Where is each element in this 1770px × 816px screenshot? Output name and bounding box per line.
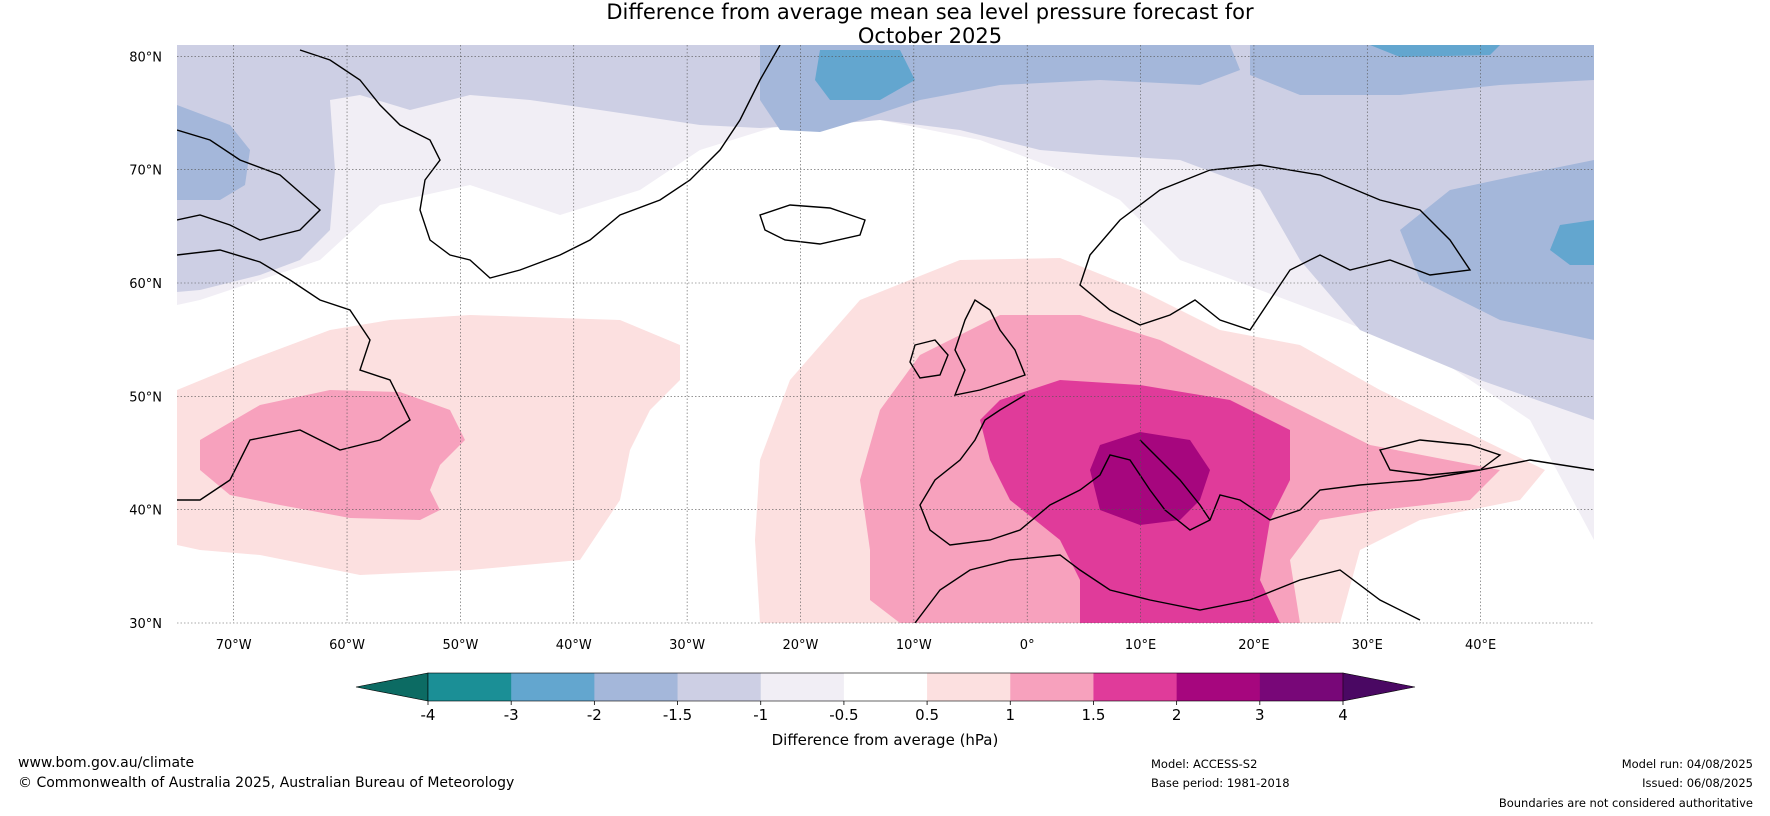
coastline-europe (919, 394, 1594, 546)
longitude-label: 20°W (783, 638, 819, 653)
colorbar-segment (1176, 673, 1261, 701)
colorbar-tick-label: -4 (421, 706, 436, 724)
footer-copyright: © Commonwealth of Australia 2025, Austra… (18, 775, 515, 791)
anomaly-region-neg-2-far (1370, 45, 1500, 57)
anomaly-region-pos-2-europe (1090, 432, 1210, 525)
title-line-1: Difference from average mean sea level p… (606, 0, 1254, 24)
colorbar-low-extend (355, 672, 429, 702)
anomaly-region-neg-1 (177, 45, 1594, 420)
longitude-label: 50°W (442, 638, 478, 653)
longitude-label: 70°W (216, 638, 252, 653)
colorbar-tick-label: -1 (753, 706, 768, 724)
anomaly-fields (177, 45, 1594, 623)
coastline-canada (177, 249, 411, 501)
longitude-label: 30°W (669, 638, 705, 653)
coastline-greenland (299, 45, 781, 279)
longitude-label: 30°E (1352, 638, 1383, 653)
colorbar-segment (1010, 673, 1094, 701)
longitude-label: 40°W (556, 638, 592, 653)
coastline-black-sea (1378, 439, 1502, 476)
colorbar-high-extend (1342, 672, 1416, 702)
coastline-italy (1139, 439, 1211, 521)
latitude-label: 50°N (129, 390, 162, 405)
longitude-label: 20°E (1238, 638, 1269, 653)
colorbar-tick-label: 1.5 (1082, 706, 1106, 724)
graticule (177, 45, 1594, 624)
footer-model-run: Model run: 04/08/2025 (1621, 757, 1753, 771)
footer-disclaimer: Boundaries are not considered authoritat… (1498, 796, 1753, 810)
colorbar-segment (927, 673, 1011, 701)
longitude-label: 10°W (896, 638, 932, 653)
latitude-label: 80°N (129, 50, 162, 65)
colorbar-tick-label: -3 (504, 706, 519, 724)
colorbar-segment (1259, 673, 1344, 701)
footer-model: Model: ACCESS-S2 (1151, 757, 1258, 771)
latitude-label: 40°N (129, 504, 162, 519)
latitude-label: 70°N (129, 164, 162, 179)
coastline-iceland (759, 204, 866, 245)
coastline-ireland (909, 339, 949, 379)
longitude-label: 60°W (329, 638, 365, 653)
latitude-label: 30°N (129, 617, 162, 632)
colorbar-segment (428, 673, 512, 701)
colorbar-tick-label: 3 (1255, 706, 1265, 724)
coastline-britain (953, 298, 1026, 396)
colorbar-segment (511, 673, 595, 701)
latitude-label: 60°N (129, 277, 162, 292)
colorbar-tick-label: 0.5 (915, 706, 939, 724)
footer-site: www.bom.gov.au/climate (18, 755, 195, 771)
anomaly-region-neg-1.5 (1400, 160, 1594, 340)
coastline-north-africa (914, 554, 1421, 623)
anomaly-region-pos-1-west (200, 390, 465, 520)
latitude-labels: 80°N 70°N 60°N 50°N 40°N 30°N (129, 50, 162, 632)
colorbar-tick-label: -2 (587, 706, 602, 724)
colorbar-tick-label: -0.5 (829, 706, 858, 724)
coastlines (177, 45, 1594, 623)
colorbar-segment (1093, 673, 1178, 701)
colorbar: -4 -3 -2 -1.5 -1 -0.5 0.5 1 1.5 2 3 4 (355, 672, 1416, 724)
longitude-label: 0° (1020, 638, 1035, 653)
longitude-label: 40°E (1465, 638, 1496, 653)
anomaly-region-neg-1.5-east (1250, 45, 1594, 95)
colorbar-segment (760, 673, 845, 701)
colorbar-label: Difference from average (hPa) (772, 731, 999, 749)
colorbar-segment (677, 673, 762, 701)
coastline-canada-north (177, 129, 322, 241)
colorbar-tick-label: 1 (1005, 706, 1015, 724)
colorbar-tick-label: 2 (1172, 706, 1182, 724)
longitude-labels: 70°W 60°W 50°W 40°W 30°W 20°W 10°W 0° 10°E 20°E 30… (216, 638, 1497, 653)
map-title: Difference from average mean sea level p… (0, 0, 1770, 48)
colorbar-segment (594, 673, 679, 701)
colorbar-tick-label: -1.5 (663, 706, 692, 724)
anomaly-region-neg-2-east (1550, 220, 1594, 265)
colorbar-segment (843, 673, 928, 701)
footer-base-period: Base period: 1981-2018 (1151, 776, 1290, 790)
anomaly-region-neg-2-north (815, 50, 915, 100)
colorbar-tick-label: 4 (1338, 706, 1348, 724)
colorbar-frame (427, 672, 1344, 702)
anomaly-region-neg-1.5-west (177, 105, 250, 200)
footer-issued: Issued: 06/08/2025 (1642, 776, 1753, 790)
longitude-label: 10°E (1125, 638, 1156, 653)
coastline-scandinavia (1079, 164, 1472, 331)
title-line-2: October 2025 (857, 24, 1003, 48)
